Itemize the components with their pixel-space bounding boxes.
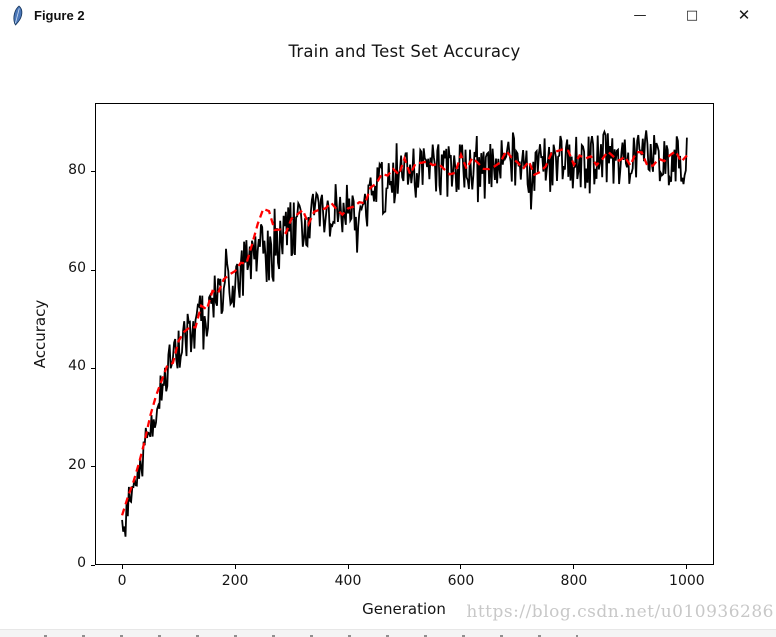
x-tick-label: 1000	[669, 573, 705, 589]
x-tick-mark	[686, 565, 688, 569]
window-titlebar[interactable]: Figure 2 — □ ✕	[0, 0, 776, 30]
x-axis-label: Generation	[362, 600, 446, 618]
train-accuracy-line	[121, 129, 688, 537]
y-tick-mark	[91, 367, 95, 369]
plot-area	[95, 103, 714, 565]
x-tick-mark	[347, 565, 349, 569]
minimize-button[interactable]: —	[633, 7, 647, 23]
test-accuracy-line	[121, 148, 688, 516]
y-tick-label: 40	[68, 358, 86, 375]
x-tick-label: 200	[221, 573, 249, 589]
y-axis-label: Accuracy	[31, 299, 49, 369]
y-tick-label: 0	[77, 555, 86, 571]
x-tick-label: 0	[117, 573, 127, 589]
accuracy-chart	[95, 103, 714, 565]
y-tick-label: 20	[68, 456, 86, 473]
x-tick-mark	[121, 565, 123, 569]
cutoff-toolbar-strip	[0, 629, 776, 637]
watermark-text: https://blog.csdn.net/u010936286	[466, 602, 774, 622]
x-tick-label: 600	[447, 573, 475, 589]
maximize-button[interactable]: □	[685, 7, 699, 23]
y-tick-mark	[91, 269, 95, 271]
x-tick-mark	[573, 565, 575, 569]
axes-spine	[95, 103, 714, 565]
y-tick-mark	[91, 171, 95, 173]
y-tick-mark	[91, 466, 95, 468]
matplotlib-feather-icon	[13, 5, 23, 26]
x-tick-label: 800	[560, 573, 588, 589]
window-controls: — □ ✕	[614, 0, 776, 30]
x-tick-mark	[234, 565, 236, 569]
y-tick-label: 80	[68, 161, 86, 178]
figure-title: Train and Test Set Accuracy	[288, 42, 521, 61]
y-tick-mark	[91, 564, 95, 566]
window-title: Figure 2	[34, 7, 85, 23]
close-button[interactable]: ✕	[737, 6, 751, 24]
x-tick-mark	[460, 565, 462, 569]
y-tick-label: 60	[68, 260, 86, 277]
x-tick-label: 400	[334, 573, 362, 589]
